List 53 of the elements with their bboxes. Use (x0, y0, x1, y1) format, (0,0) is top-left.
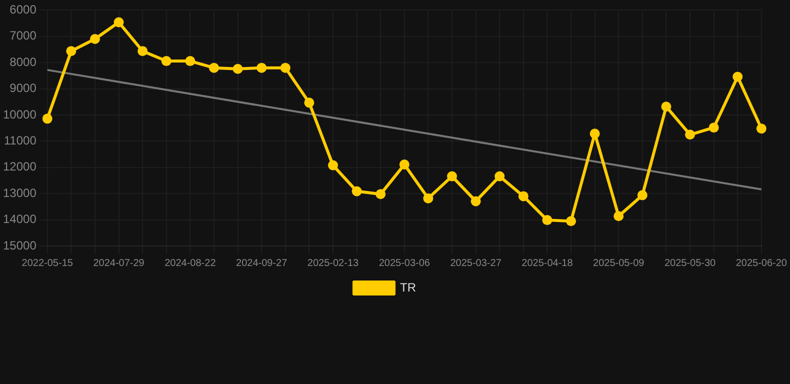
point (66, 46, 76, 56)
point (518, 191, 528, 202)
point (256, 62, 267, 73)
x-tick-label: 2024-07-29 (93, 258, 145, 269)
point (756, 124, 766, 134)
x-tick-label: 2025-04-18 (522, 258, 574, 269)
point (232, 64, 243, 74)
x-tick-label: 2025-02-13 (307, 258, 360, 269)
x-tick-label: 2025-06-20 (736, 258, 788, 269)
point (685, 130, 696, 140)
point (376, 189, 386, 200)
point (185, 56, 196, 66)
point (708, 122, 719, 133)
x-tick-label: 2024-08-22 (164, 258, 216, 269)
point (42, 114, 52, 124)
y-tick-label: 9000 (10, 81, 37, 96)
legend-label: TR (400, 280, 416, 294)
point (661, 102, 672, 112)
x-tick-label: 2025-05-30 (664, 258, 716, 269)
x-tick-label: 2025-03-27 (450, 258, 502, 269)
x-tick-label: 2025-05-09 (593, 258, 645, 269)
point (208, 62, 219, 73)
point (423, 193, 434, 204)
point (542, 215, 552, 226)
y-tick-label: 13000 (2, 186, 37, 200)
y-tick-label: 6000 (10, 2, 37, 17)
point (470, 196, 481, 206)
point (566, 216, 576, 226)
y-tick-label: 8000 (10, 54, 37, 69)
point (280, 62, 290, 73)
point (114, 17, 124, 28)
point (352, 186, 362, 196)
y-tick-label: 7000 (10, 28, 37, 43)
x-tick-label: 2025-03-06 (378, 258, 430, 269)
point (90, 34, 100, 44)
y-tick-label: 14000 (2, 212, 37, 226)
point (614, 211, 624, 222)
point (304, 98, 314, 108)
point (399, 160, 410, 170)
x-tick-label: 2022-05-15 (22, 258, 74, 269)
point (637, 190, 648, 200)
point (590, 128, 600, 139)
y-tick-label: 12000 (2, 160, 37, 174)
y-tick-label: 11000 (4, 134, 37, 148)
y-tick-label: 10000 (2, 107, 37, 122)
point (732, 72, 743, 82)
y-tick-label: 15000 (2, 238, 37, 252)
point (494, 171, 505, 182)
point (328, 160, 338, 170)
point (447, 171, 457, 182)
point (138, 46, 148, 56)
point (161, 56, 172, 66)
x-tick-label: 2024-09-27 (236, 258, 288, 269)
